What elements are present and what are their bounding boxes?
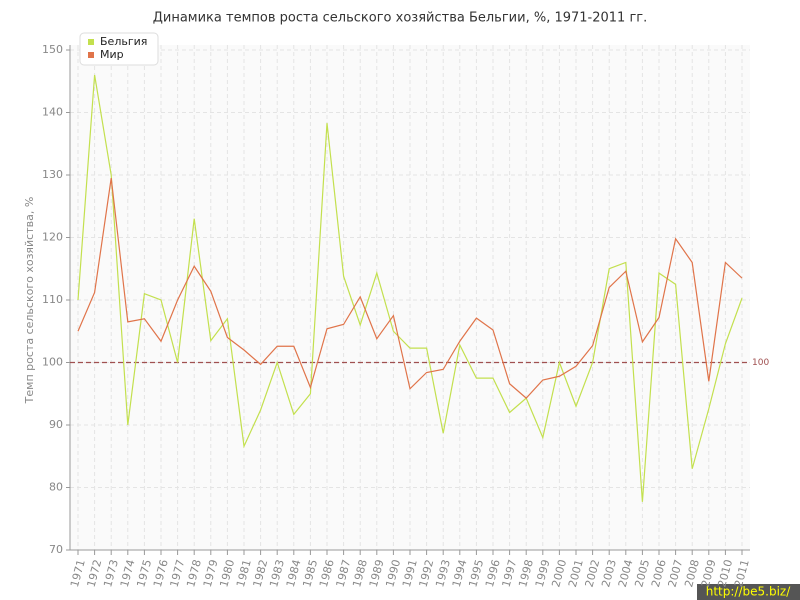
series-line xyxy=(77,74,743,502)
y-tick-label: 70 xyxy=(49,543,63,556)
watermark-bg xyxy=(697,584,800,600)
y-tick-label: 150 xyxy=(42,43,63,56)
legend-box xyxy=(79,32,159,66)
legend-swatch xyxy=(88,39,94,45)
y-tick-label: 120 xyxy=(42,231,63,244)
y-tick-label: 140 xyxy=(42,106,63,119)
legend-label: Мир xyxy=(100,48,124,61)
reference-label: 100 xyxy=(752,358,769,368)
y-tick-label: 80 xyxy=(49,481,63,494)
y-axis-label: Темп роста сельского хозяйства, % xyxy=(23,197,36,405)
series-line xyxy=(77,178,743,399)
y-tick-label: 100 xyxy=(42,356,63,369)
y-tick-label: 90 xyxy=(49,418,63,431)
y-tick-label: 130 xyxy=(42,168,63,181)
legend-swatch xyxy=(88,52,94,58)
chart-title: Динамика темпов роста сельского хозяйств… xyxy=(153,11,648,26)
watermark: http://be5.biz/ xyxy=(706,585,791,599)
y-tick-label: 110 xyxy=(42,293,63,306)
legend-label: Бельгия xyxy=(100,35,147,48)
